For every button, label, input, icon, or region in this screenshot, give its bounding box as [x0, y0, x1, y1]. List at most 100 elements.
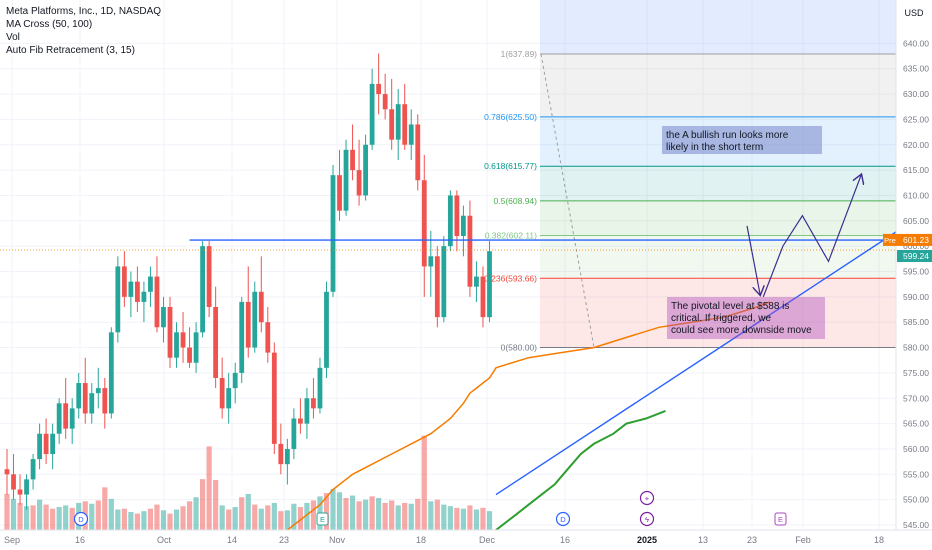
candle-body [148, 276, 153, 292]
candle-body [115, 266, 121, 333]
price-tick-label: 615.00 [903, 165, 929, 175]
volume-bar [102, 487, 108, 530]
candle-body [63, 403, 69, 429]
volume-bar [239, 497, 245, 530]
bullish-annotation-text: the A bullish run looks more [666, 130, 789, 141]
candle-body [180, 332, 186, 348]
price-tick-label: 625.00 [903, 114, 929, 124]
candle-body [167, 306, 173, 358]
time-tick-label: 23 [279, 535, 289, 545]
fib-retracement[interactable]: 1(637.89) 0.786(625.50) 0.618(615.77) 0.5(6… [484, 0, 896, 353]
candle-body [402, 104, 408, 145]
pivotal-annotation-text: critical. If triggered, we [671, 313, 771, 324]
bullish-annotation-text: likely in the short term [666, 142, 763, 153]
candle-body [24, 479, 29, 495]
volume-bar [415, 498, 421, 530]
volume-bar [441, 504, 447, 530]
time-tick-label: 16 [560, 535, 570, 545]
volume-bar [10, 498, 17, 530]
legend-ma-cross[interactable]: MA Cross (50, 100) [6, 19, 93, 30]
volume-bar [473, 509, 480, 530]
candle-body [467, 215, 473, 287]
volume-bar [154, 504, 160, 530]
candlesticks [4, 53, 492, 510]
volume-bar [304, 502, 310, 530]
candle-body [213, 306, 219, 378]
volume-bar [402, 502, 408, 530]
legend-fib[interactable]: Auto Fib Retracement (3, 15) [6, 45, 135, 56]
candle-body [121, 266, 127, 297]
volume-bar [356, 501, 362, 530]
candle-body [161, 306, 166, 328]
candle-body [480, 276, 486, 318]
volume-bar [23, 506, 30, 530]
price-tick-label: 560.00 [903, 444, 929, 454]
candle-body [252, 291, 258, 348]
add-event-icon [639, 490, 655, 506]
pivotal-annotation-text: could see more downside move [671, 325, 812, 336]
candle-body [219, 377, 225, 409]
volume-bar [160, 510, 167, 530]
price-tick-label: 640.00 [903, 38, 929, 48]
volume-bar [343, 498, 349, 530]
volume-bar [310, 500, 317, 530]
drawings[interactable] [0, 109, 932, 496]
time-tick-label: Oct [157, 535, 172, 545]
volume-bar [428, 501, 434, 530]
candle-body [311, 398, 316, 409]
candle-body [337, 175, 342, 211]
volume-bar [336, 492, 343, 530]
candle-body [108, 332, 114, 414]
legend-title: Meta Platforms, Inc., 1D, NASDAQ [6, 6, 162, 17]
currency-label: USD [904, 8, 924, 18]
volume-bar [180, 506, 186, 530]
candle-body [50, 433, 56, 455]
price-tick-label: 575.00 [903, 368, 929, 378]
volume-bar [141, 511, 147, 530]
candle-body [461, 215, 466, 237]
candle-body [37, 433, 42, 460]
price-tick-label: 545.00 [903, 520, 929, 530]
candle-body [298, 418, 303, 424]
pivotal-annotation-text: The pivotal level at $588 is [671, 301, 789, 312]
earnings-icon [316, 512, 329, 526]
candle-body [324, 291, 329, 368]
candle-body [369, 83, 375, 145]
candle-body [232, 372, 238, 389]
earnings-icon-glyph: E [320, 515, 325, 524]
earnings-icon [774, 512, 787, 526]
last-price-value: 599.24 [903, 251, 929, 261]
candle-body [343, 149, 349, 211]
fib-level-label: 0.618(615.77) [484, 161, 537, 171]
candle-body [441, 246, 447, 318]
fib-zone [540, 54, 896, 117]
volume-bar [17, 502, 23, 530]
candle-body [17, 489, 23, 495]
volume-bar [226, 509, 232, 530]
time-tick-label: 18 [874, 535, 884, 545]
volume-bar [421, 435, 427, 530]
volume-bar [219, 505, 225, 530]
candle-body [428, 256, 434, 267]
volume-bar [167, 513, 173, 530]
price-tick-label: 570.00 [903, 393, 929, 403]
price-tick-label: 580.00 [903, 343, 929, 353]
candle-body [265, 322, 271, 353]
volume-bar [291, 503, 297, 530]
volume-bar [30, 505, 36, 530]
price-tick-label: 635.00 [903, 64, 929, 74]
volume-bar [258, 508, 264, 530]
volume-bar [63, 505, 69, 530]
time-axis-bg [0, 530, 932, 550]
volume-bar [128, 511, 134, 530]
volume-bar [278, 511, 284, 530]
volume-bar [147, 508, 154, 530]
candle-body [304, 398, 310, 424]
candle-body [447, 195, 453, 247]
candle-body [454, 195, 460, 237]
legend-volume[interactable]: Vol [6, 32, 20, 43]
last-price-tag [897, 250, 932, 263]
candle-body [226, 388, 232, 409]
